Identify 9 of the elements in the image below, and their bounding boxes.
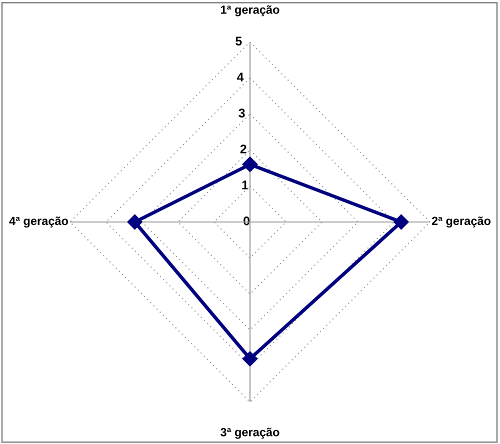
spoke-label: 1ª geração — [221, 5, 280, 16]
spoke-label: 3ª geração — [220, 428, 280, 439]
y-tick-label: 5 — [236, 36, 242, 46]
spoke-label: 2ª geração — [432, 216, 491, 228]
y-tick-label: 1 — [242, 180, 248, 190]
spoke-label: 4ª geração — [9, 216, 68, 228]
y-tick-label: 3 — [238, 108, 245, 118]
y-tick-label: 4 — [236, 72, 244, 82]
y-tick-label: 2 — [240, 144, 246, 154]
